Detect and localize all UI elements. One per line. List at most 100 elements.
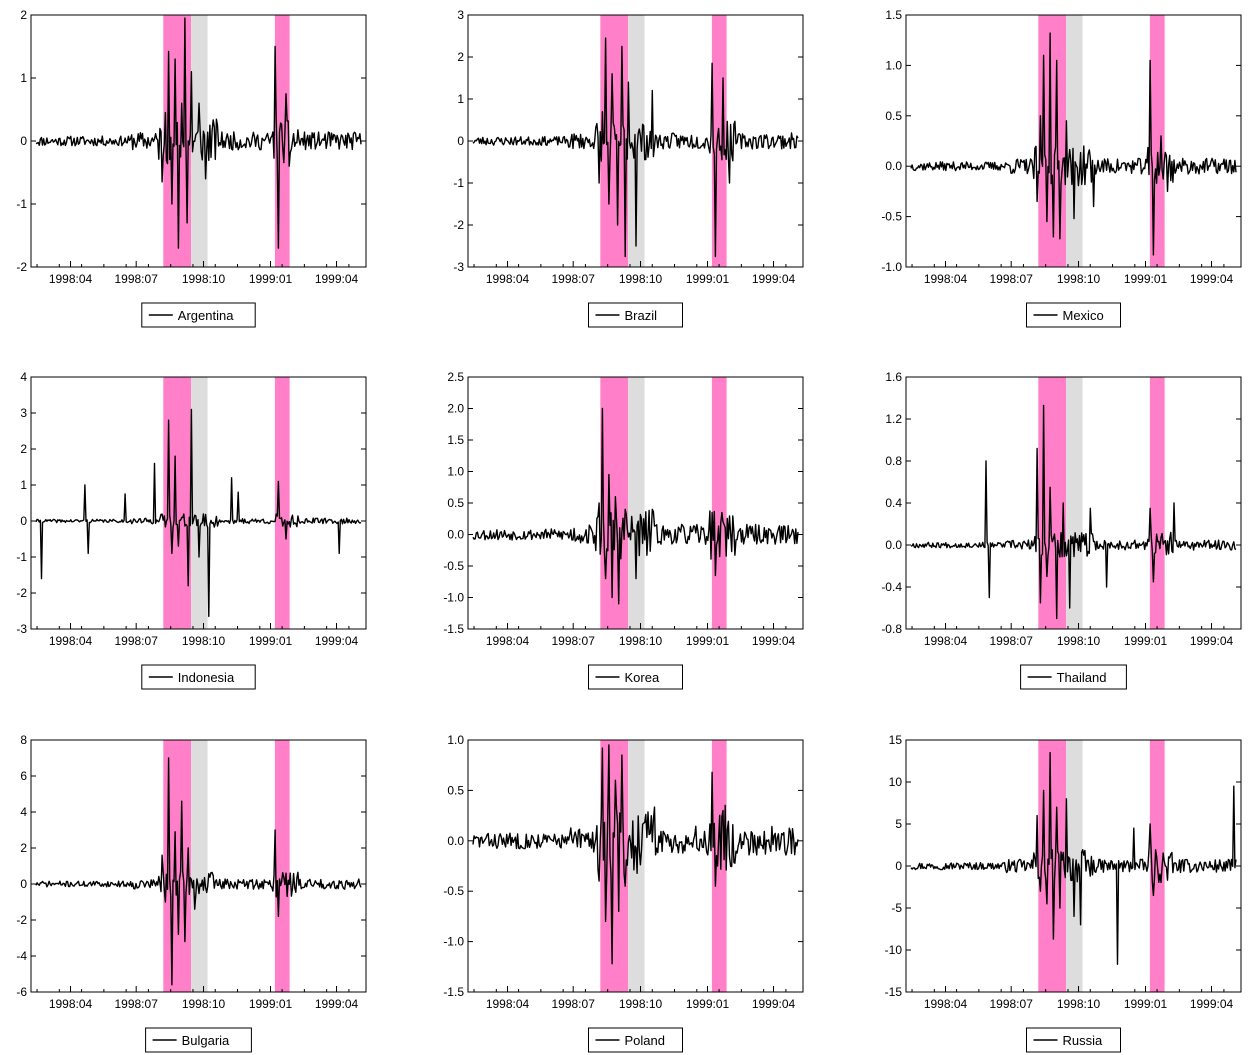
- x-tick-label: 1999:04: [752, 272, 796, 286]
- y-tick-label: -5: [891, 901, 902, 915]
- x-tick-label: 1998:04: [486, 997, 530, 1011]
- plot-frame: [30, 739, 367, 993]
- post-crisis-shading: [191, 377, 208, 629]
- crisis-shading-2: [711, 740, 727, 992]
- x-tick-label: 1998:04: [486, 272, 530, 286]
- y-tick-label: 0.8: [885, 454, 902, 468]
- x-tick-label: 1998:10: [619, 634, 663, 648]
- x-tick-label: 1998:07: [989, 634, 1033, 648]
- legend: Indonesia: [141, 664, 256, 690]
- y-tick-label: 1.0: [447, 465, 464, 479]
- x-tick-label: 1998:10: [182, 272, 226, 286]
- y-tick-label: 0: [895, 859, 902, 873]
- y-tick-label: 0.5: [447, 783, 464, 797]
- y-tick-label: 10: [889, 775, 903, 789]
- post-crisis-shading: [191, 740, 208, 992]
- post-crisis-shading: [1066, 740, 1083, 992]
- y-tick-label: 1.0: [885, 58, 902, 72]
- crisis-shading-2: [1149, 377, 1165, 629]
- x-tick-label: 1999:04: [315, 997, 359, 1011]
- x-tick-label: 1999:04: [1190, 634, 1234, 648]
- chart-panel-thailand: -0.8 -0.4 0.0 0.4 0.8 1.2 1.6 1998:04 1998:07 199…: [881, 370, 1242, 690]
- y-tick-label: -15: [885, 985, 903, 999]
- chart-panel-argentina: -2 -1 0 1 2 1998:04 1998:07 1998:10 1999:01 1999:…: [16, 8, 367, 328]
- y-tick-label: -3: [16, 622, 27, 636]
- y-tick-label: -1.5: [443, 622, 464, 636]
- plot-frame: [467, 739, 804, 993]
- legend-label: Bulgaria: [182, 1033, 230, 1048]
- y-tick-label: 15: [889, 733, 903, 747]
- legend-label: Argentina: [178, 308, 234, 323]
- plot-frame: [905, 14, 1242, 268]
- legend: Mexico: [1026, 302, 1121, 328]
- y-tick-label: 1.5: [885, 8, 902, 22]
- y-tick-label: -6: [16, 985, 27, 999]
- y-tick-label: 0.0: [885, 159, 902, 173]
- chart-panel-indonesia: -3 -2 -1 0 1 2 3 4 1998:04 1998:07 1998:10 1999:01 1…: [16, 370, 367, 690]
- y-tick-label: -0.5: [443, 884, 464, 898]
- legend: Brazil: [588, 302, 683, 328]
- y-tick-label: -0.8: [881, 622, 902, 636]
- series-line-mexico: [910, 32, 1237, 256]
- x-tick-label: 1998:07: [114, 997, 158, 1011]
- x-tick-label: 1998:10: [182, 997, 226, 1011]
- x-tick-label: 1998:04: [924, 997, 968, 1011]
- series-line-poland: [472, 744, 799, 965]
- legend-label: Indonesia: [178, 670, 235, 685]
- y-tick-label: -2: [16, 260, 27, 274]
- x-tick-label: 1998:10: [619, 272, 663, 286]
- y-tick-label: -0.4: [881, 580, 902, 594]
- y-tick-label: -1.0: [881, 260, 902, 274]
- x-tick-label: 1998:07: [989, 997, 1033, 1011]
- y-tick-label: 0.0: [447, 528, 464, 542]
- crisis-shading-2: [1149, 15, 1165, 267]
- legend: Russia: [1026, 1027, 1121, 1053]
- post-crisis-shading: [628, 377, 645, 629]
- y-tick-label: -0.5: [443, 559, 464, 573]
- x-tick-label: 1998:07: [114, 634, 158, 648]
- x-tick-label: 1998:10: [619, 997, 663, 1011]
- y-tick-label: -10: [885, 943, 903, 957]
- y-tick-label: -1: [453, 176, 464, 190]
- y-tick-label: 2.0: [447, 402, 464, 416]
- x-tick-label: 1998:07: [551, 272, 595, 286]
- y-tick-label: 0.4: [885, 496, 902, 510]
- x-tick-label: 1998:10: [1057, 272, 1101, 286]
- y-tick-label: -1: [16, 197, 27, 211]
- legend-label: Thailand: [1057, 670, 1107, 685]
- x-tick-label: 1998:10: [1057, 997, 1101, 1011]
- legend: Bulgaria: [145, 1027, 252, 1053]
- y-tick-label: 2: [457, 50, 464, 64]
- y-tick-label: -2: [453, 218, 464, 232]
- x-tick-label: 1999:01: [686, 272, 730, 286]
- y-tick-label: -1.5: [443, 985, 464, 999]
- plot-frame: [30, 376, 367, 630]
- x-tick-label: 1999:01: [686, 634, 730, 648]
- y-tick-label: 0: [20, 514, 27, 528]
- crisis-shading-2: [274, 377, 290, 629]
- series-line-thailand: [910, 404, 1237, 620]
- post-crisis-shading: [1066, 377, 1083, 629]
- x-tick-label: 1998:10: [182, 634, 226, 648]
- y-tick-label: 2: [20, 442, 27, 456]
- y-tick-label: 6: [20, 769, 27, 783]
- x-tick-label: 1999:01: [686, 997, 730, 1011]
- x-tick-label: 1998:10: [1057, 634, 1101, 648]
- series-line-indonesia: [35, 408, 362, 618]
- series-line-bulgaria: [35, 757, 362, 986]
- y-tick-label: 0: [20, 134, 27, 148]
- y-tick-label: -2: [16, 913, 27, 927]
- series-line-argentina: [35, 17, 362, 249]
- y-tick-label: 0: [457, 134, 464, 148]
- x-tick-label: 1998:07: [551, 997, 595, 1011]
- series-line-brazil: [472, 37, 799, 258]
- legend-label: Russia: [1063, 1033, 1104, 1048]
- legend: Argentina: [141, 302, 256, 328]
- y-tick-label: 0.0: [885, 538, 902, 552]
- x-tick-label: 1998:07: [551, 634, 595, 648]
- x-tick-label: 1999:04: [752, 997, 796, 1011]
- y-tick-label: 1: [20, 71, 27, 85]
- chart-panel-bulgaria: -6 -4 -2 0 2 4 6 8 1998:04 1998:07 1998:10 1999:01 1…: [16, 733, 367, 1053]
- y-tick-label: 2.5: [447, 370, 464, 384]
